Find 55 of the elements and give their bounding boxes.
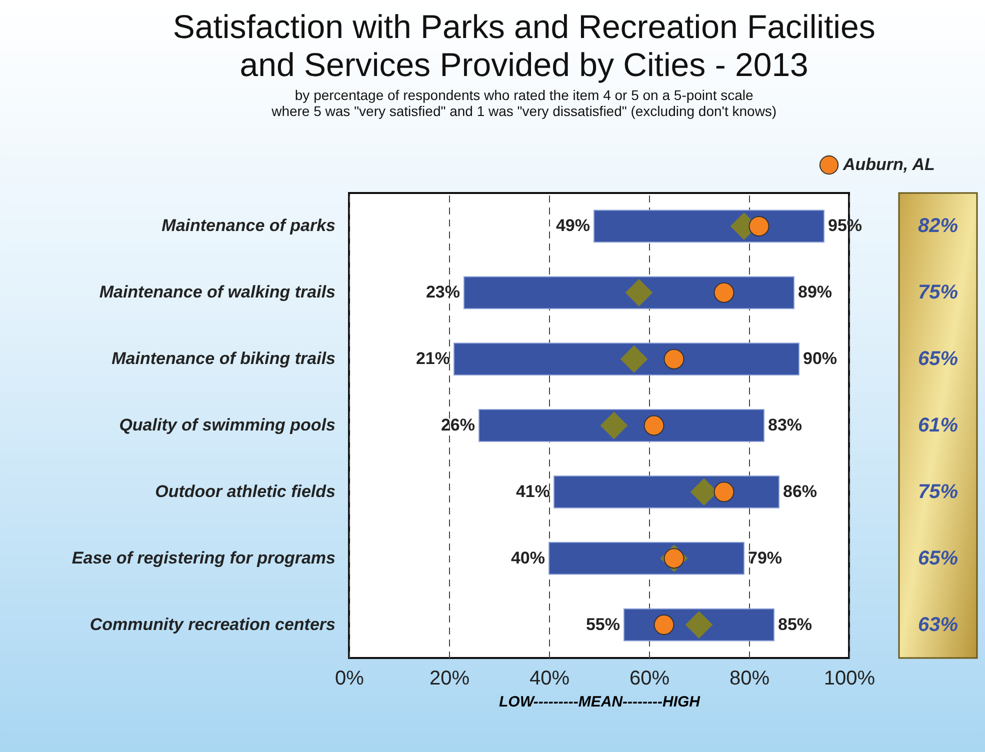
- annotation: 89%: [798, 282, 832, 302]
- y-tick-label: Community recreation centers: [90, 614, 336, 634]
- text: where 5 was "very satisfied" and 1 was "very dissatisfied" (excluding don't knows): [272, 103, 777, 119]
- point: [714, 282, 734, 303]
- point: [748, 216, 770, 236]
- data-label: 75%: [918, 282, 958, 304]
- annotation: 40%: [510, 548, 545, 568]
- x-tick-label: 80%: [729, 668, 770, 690]
- annotation: 21%: [416, 349, 450, 368]
- bar: [594, 210, 824, 243]
- point: [600, 412, 628, 440]
- bar: [454, 342, 800, 376]
- x-tick-label: 60%: [629, 668, 670, 690]
- point: [644, 415, 664, 436]
- bar: [554, 475, 780, 508]
- y-tick-label: Maintenance of parks: [162, 216, 336, 236]
- y-tick-label: Outdoor athletic fields: [155, 482, 336, 501]
- point: [714, 482, 734, 502]
- point: [620, 345, 648, 373]
- data-label: 75%: [918, 480, 958, 503]
- point: [625, 278, 653, 306]
- y-tick-label: Quality of swimming pools: [119, 416, 336, 434]
- y-tick-label: Ease of registering for programs: [72, 548, 336, 568]
- annotation: 83%: [768, 416, 802, 434]
- data-label: 61%: [918, 414, 958, 436]
- y-tick-label: Maintenance of biking trails: [112, 349, 336, 368]
- x-tick-label: 40%: [529, 668, 570, 690]
- x-tick-label: 100%: [824, 668, 876, 690]
- annotation: 26%: [440, 416, 475, 434]
- x-axis-title: LOW---------MEAN--------HIGH: [498, 694, 702, 710]
- annotation: 79%: [748, 548, 782, 568]
- annotation: 86%: [783, 482, 818, 501]
- x-tick-label: 20%: [429, 668, 470, 690]
- bar: [548, 542, 744, 575]
- text: Satisfaction with Parks and Recreation Facilities: [172, 8, 876, 45]
- data-label: 65%: [918, 348, 958, 370]
- annotation: 85%: [778, 614, 812, 634]
- text: by percentage of respondents who rated the item 4 or 5 on a 5-point scale: [294, 87, 754, 103]
- point: [654, 614, 674, 636]
- bar: [464, 276, 794, 310]
- annotation: 90%: [803, 349, 838, 368]
- point: [664, 348, 684, 370]
- data-label: 63%: [918, 614, 958, 636]
- data-label: 65%: [918, 547, 958, 570]
- text: and Services Provided by Cities - 2013: [240, 46, 808, 83]
- annotation: 23%: [426, 282, 460, 302]
- bar: [478, 409, 764, 442]
- data-label: 82%: [918, 215, 958, 238]
- annotation: 41%: [516, 482, 550, 501]
- point: [685, 611, 713, 638]
- annotation: 49%: [556, 216, 590, 236]
- x-tick-label: 0%: [335, 668, 364, 690]
- legend-label: Auburn, AL: [842, 155, 935, 174]
- y-tick-label: Maintenance of walking trails: [99, 282, 336, 302]
- annotation: 55%: [586, 614, 620, 634]
